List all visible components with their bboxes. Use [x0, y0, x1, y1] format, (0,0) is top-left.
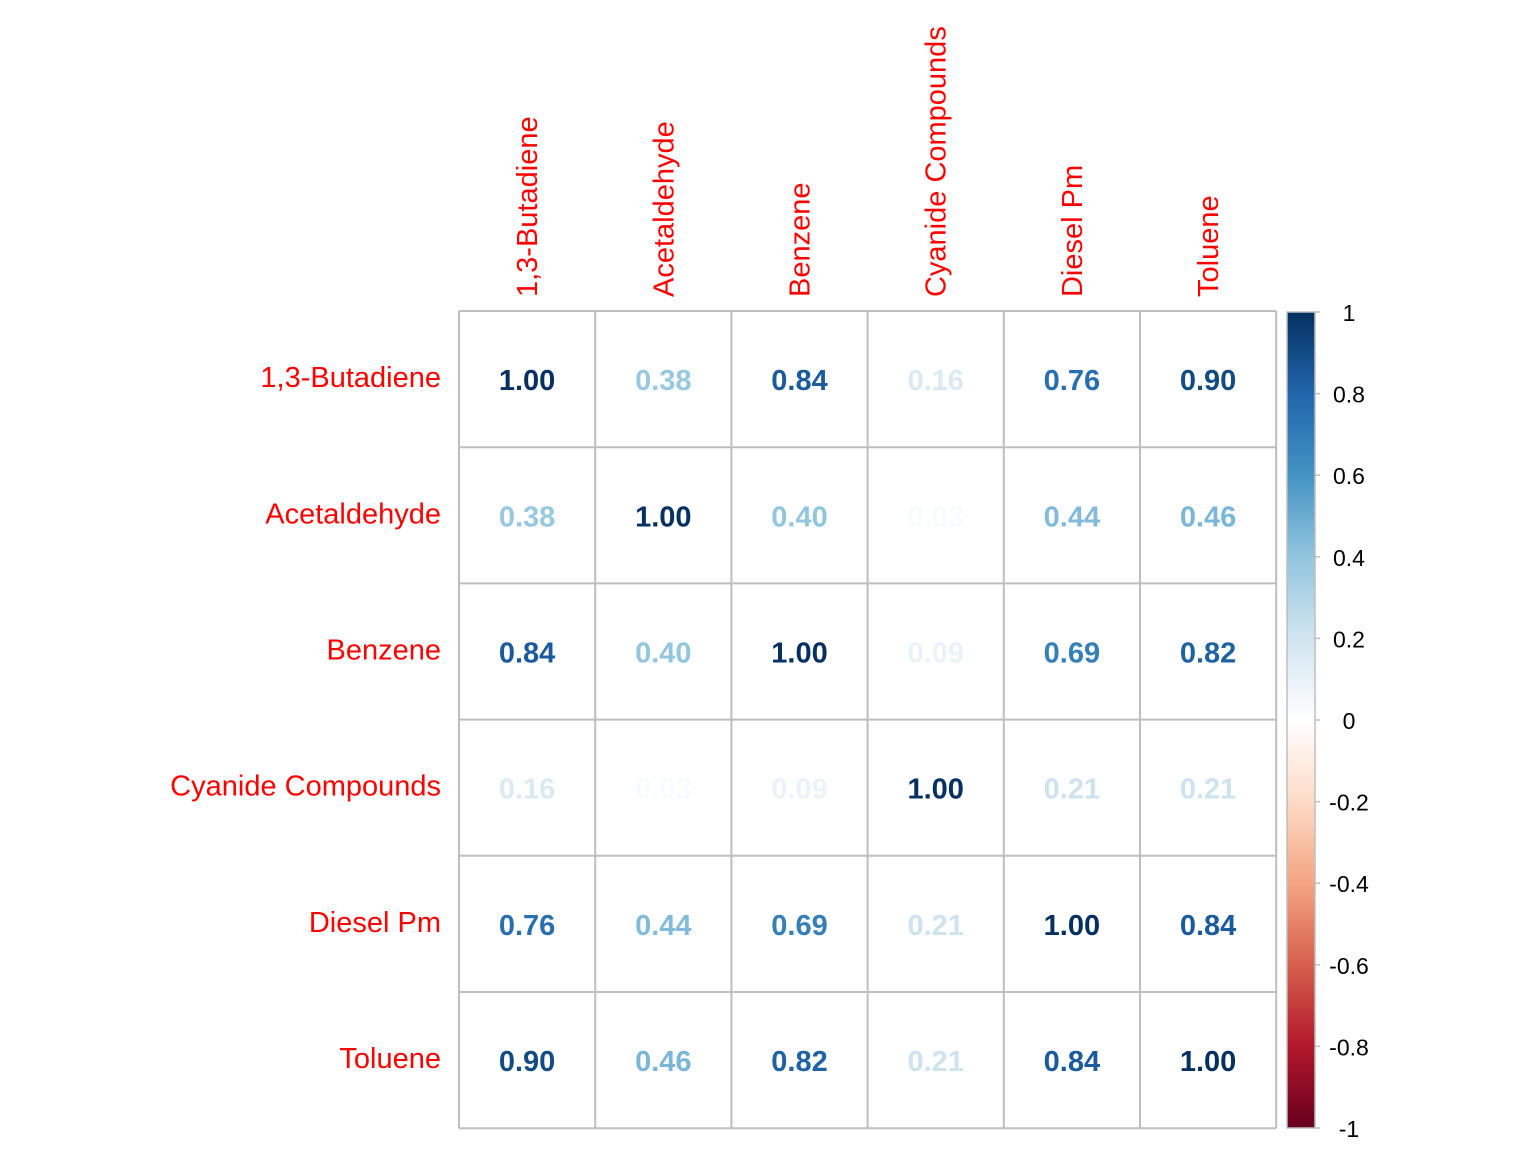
cell-value: 1.00: [907, 774, 963, 806]
row-label: Cyanide Compounds: [170, 771, 441, 803]
column-label: Cyanide Compounds: [921, 26, 953, 297]
row-label: Diesel Pm: [309, 907, 441, 939]
column-label: Acetaldehyde: [648, 121, 680, 297]
column-label: Toluene: [1193, 195, 1225, 297]
cell-value: 0.82: [771, 1046, 827, 1078]
cell-value: 0.03: [907, 501, 963, 533]
cell-value: 0.38: [499, 501, 555, 533]
legend-tick-label: -0.6: [1329, 953, 1369, 979]
cell-value: 0.16: [907, 365, 963, 397]
cell-value: 0.69: [771, 910, 827, 942]
cell-value: 0.40: [771, 501, 827, 533]
cell-value: 1.00: [1044, 910, 1100, 942]
cell-value: 0.44: [1044, 501, 1100, 533]
cell-value: 0.44: [635, 910, 691, 942]
legend-tick-label: -0.4: [1329, 871, 1369, 897]
legend-tick-label: 0.4: [1333, 545, 1365, 571]
row-label: 1,3-Butadiene: [260, 362, 441, 394]
cell-value: 0.21: [907, 1046, 963, 1078]
legend-color-bar: [1286, 311, 1316, 1129]
cell-value: 0.69: [1044, 638, 1100, 670]
legend-tick-label: 1: [1343, 300, 1356, 326]
row-labels: 1,3-Butadiene Acetaldehyde Benzene Cyanide …: [170, 362, 441, 1075]
matrix-grid: [458, 310, 1278, 1130]
cell-value: 0.84: [1044, 1046, 1100, 1078]
cell-value: 0.84: [499, 638, 555, 670]
cell-value: 0.16: [499, 774, 555, 806]
cell-value: 1.00: [1180, 1046, 1236, 1078]
row-label: Acetaldehyde: [265, 498, 441, 530]
cell-value: 0.21: [907, 910, 963, 942]
legend-tick-label: -1: [1339, 1116, 1359, 1142]
legend-tick-label: -0.2: [1329, 790, 1369, 816]
color-legend: 1 0.8 0.6 0.4 0.2 0 -0.2 -0.4 -0.6 -0.8 -1: [1286, 300, 1369, 1142]
cell-value: 0.76: [499, 910, 555, 942]
column-label: Benzene: [785, 183, 817, 298]
cell-value: 0.03: [635, 774, 691, 806]
cell-value: 0.46: [635, 1046, 691, 1078]
row-label: Benzene: [327, 635, 442, 667]
cell-value: 0.09: [771, 774, 827, 806]
legend-tick-label: 0.2: [1333, 626, 1365, 652]
cell-value: 0.21: [1180, 774, 1236, 806]
cell-value: 0.82: [1180, 638, 1236, 670]
cell-value: 0.40: [635, 638, 691, 670]
column-label: 1,3-Butadiene: [512, 116, 544, 297]
cell-value: 0.76: [1044, 365, 1100, 397]
legend-tick-label: 0.6: [1333, 463, 1365, 489]
cell-value: 0.84: [771, 365, 827, 397]
matrix-values: 1.00 0.38 0.84 0.16 0.76 0.90 0.38 1.00 0.40 0.03…: [499, 365, 1236, 1078]
cell-value: 0.21: [1044, 774, 1100, 806]
legend-tick-label: 0.8: [1333, 382, 1365, 408]
cell-value: 0.38: [635, 365, 691, 397]
column-label: Diesel Pm: [1057, 165, 1089, 297]
column-labels: 1,3-Butadiene Acetaldehyde Benzene Cyanide …: [512, 26, 1225, 297]
cell-value: 1.00: [499, 365, 555, 397]
cell-value: 0.46: [1180, 501, 1236, 533]
row-label: Toluene: [339, 1043, 441, 1075]
cell-value: 0.84: [1180, 910, 1236, 942]
legend-tick-label: -0.8: [1329, 1034, 1369, 1060]
cell-value: 1.00: [771, 638, 827, 670]
cell-value: 0.09: [907, 638, 963, 670]
cell-value: 0.90: [499, 1046, 555, 1078]
cell-value: 0.90: [1180, 365, 1236, 397]
legend-tick-label: 0: [1343, 708, 1356, 734]
cell-value: 1.00: [635, 501, 691, 533]
